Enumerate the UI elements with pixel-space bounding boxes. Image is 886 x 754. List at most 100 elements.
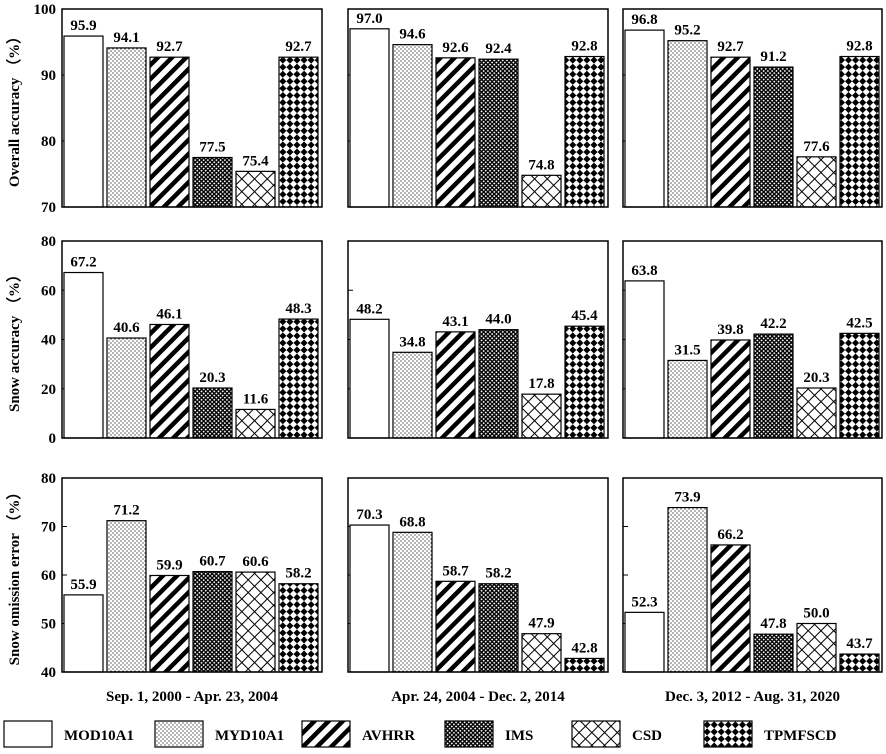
bar-csd: [235, 408, 276, 439]
data-label: 77.5: [199, 140, 225, 156]
panel-frame: [622, 240, 883, 439]
legend-swatch-ims: [444, 720, 494, 748]
bar-myd10a1: [392, 531, 433, 673]
bar-avhrr: [710, 544, 751, 673]
data-label: 95.9: [70, 18, 96, 34]
data-label: 43.1: [442, 314, 468, 330]
data-label: 17.8: [528, 376, 554, 392]
bar-tpmfscd: [564, 55, 605, 208]
x-period-label: Dec. 3, 2012 - Aug. 31, 2020: [665, 689, 840, 705]
bar-tpmfscd: [839, 332, 880, 439]
data-label: 94.6: [399, 27, 426, 43]
data-label: 67.2: [70, 255, 96, 271]
data-label: 77.6: [803, 139, 830, 155]
bar-avhrr: [149, 574, 190, 673]
bar-ims: [753, 66, 794, 208]
data-label: 42.5: [846, 315, 872, 331]
bar-ims: [478, 583, 519, 673]
y-tick-label: 40: [41, 333, 56, 349]
bar-myd10a1: [106, 520, 147, 673]
data-label: 34.8: [399, 334, 425, 350]
data-label: 47.8: [760, 616, 786, 632]
data-label: 92.4: [485, 41, 512, 57]
legend-swatch-avhrr: [301, 720, 351, 748]
data-label: 63.8: [631, 263, 657, 279]
y-tick-label: 40: [41, 665, 56, 681]
data-label: 52.3: [631, 594, 657, 610]
data-label: 75.4: [242, 153, 269, 169]
bar-ims: [753, 333, 794, 439]
data-label: 48.2: [356, 301, 382, 317]
panel-frame: [61, 240, 323, 439]
bar-mod10a1: [349, 28, 390, 208]
chart-panels: 70 80 90 100 Overall accuracy （%） 95.9 94.1 92.…: [5, 2, 883, 705]
bar-avhrr: [435, 580, 476, 673]
y-tick-label: 80: [41, 234, 56, 250]
bar-ims: [192, 156, 233, 208]
data-label: 45.4: [571, 308, 598, 324]
data-label: 92.6: [442, 40, 469, 56]
x-period-label: Apr. 24, 2004 - Dec. 2, 2014: [391, 689, 565, 705]
bar-myd10a1: [392, 351, 433, 439]
bar-tpmfscd: [839, 653, 880, 673]
data-label: 42.8: [571, 640, 597, 656]
data-label: 47.9: [528, 616, 554, 632]
data-label: 70.3: [356, 507, 382, 523]
legend-swatch-myd10a1: [154, 720, 204, 748]
bar-ims: [753, 633, 794, 673]
legend-label: CSD: [632, 728, 662, 744]
data-label: 91.2: [760, 49, 786, 65]
data-label: 46.1: [156, 306, 182, 322]
bar-mod10a1: [63, 271, 104, 439]
data-label: 92.7: [156, 39, 183, 55]
y-tick-label: 90: [41, 68, 56, 84]
data-label: 42.2: [760, 316, 786, 332]
data-label: 71.2: [113, 503, 139, 519]
bar-ims: [478, 58, 519, 208]
data-label: 92.7: [717, 39, 744, 55]
data-label: 58.2: [485, 566, 511, 582]
data-label: 74.8: [528, 157, 554, 173]
bar-csd: [521, 633, 562, 673]
data-label: 48.3: [285, 301, 311, 317]
bar-tpmfscd: [278, 583, 319, 673]
data-label: 58.2: [285, 566, 311, 582]
data-label: 92.8: [846, 39, 872, 55]
legend-label: IMS: [505, 728, 533, 744]
y-tick-label: 60: [41, 568, 56, 584]
data-label: 73.9: [674, 490, 700, 506]
data-label: 58.7: [442, 563, 469, 579]
legend-label: TPMFSCD: [764, 728, 837, 744]
bar-tpmfscd: [839, 55, 880, 208]
data-label: 44.0: [485, 312, 511, 328]
bar-csd: [796, 622, 837, 673]
data-label: 50.0: [803, 606, 829, 622]
bar-csd: [521, 393, 562, 439]
bar-myd10a1: [392, 44, 433, 208]
data-label: 97.0: [356, 11, 382, 27]
data-label: 66.2: [717, 527, 743, 543]
legend-swatch-mod10a1: [3, 720, 53, 748]
bar-ims: [192, 387, 233, 439]
data-label: 31.5: [674, 342, 700, 358]
bar-avhrr: [149, 56, 190, 208]
bar-mod10a1: [349, 318, 390, 439]
panel-frame: [347, 477, 609, 673]
bar-csd: [796, 156, 837, 208]
legend-label: MYD10A1: [215, 728, 284, 744]
y-tick-label: 80: [41, 471, 56, 487]
bar-ims: [478, 329, 519, 439]
panel-frame: [622, 477, 883, 673]
panel-frame: [347, 240, 609, 439]
data-label: 95.2: [674, 23, 700, 39]
bar-csd: [235, 571, 276, 673]
data-label: 43.7: [846, 636, 873, 652]
bar-mod10a1: [624, 29, 665, 208]
bar-avhrr: [149, 323, 190, 439]
bar-tpmfscd: [564, 657, 605, 673]
y-axis-label: Snow accuracy （%）: [5, 267, 23, 412]
bar-myd10a1: [667, 359, 708, 439]
bar-mod10a1: [349, 524, 390, 673]
bar-avhrr: [710, 56, 751, 208]
